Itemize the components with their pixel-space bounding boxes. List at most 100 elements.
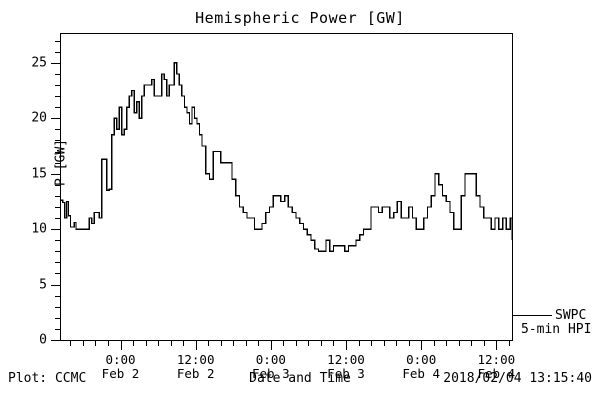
y-tick-minor [55, 240, 60, 242]
x-tick-minor [82, 341, 84, 346]
x-tick-date: Feb 4 [402, 366, 440, 381]
y-tick-label: 0 [39, 332, 47, 348]
y-tick-minor [55, 317, 60, 319]
x-tick-minor [383, 341, 385, 346]
x-tick-minor [471, 341, 473, 346]
x-tick-minor [483, 341, 485, 346]
y-tick-major [51, 340, 60, 341]
y-tick-major [51, 173, 60, 175]
series-path [61, 62, 512, 252]
x-tick-minor [107, 341, 109, 346]
y-tick-minor [55, 40, 60, 42]
y-tick-minor [55, 140, 60, 142]
axes-decorations: P [GW] 0 5 10 15 20 25 0:00 Feb 2 12:00 Feb 2 0:0… [31, 33, 515, 381]
x-tick-major [120, 341, 122, 350]
legend-label-product: 5-min HPI [521, 322, 592, 337]
x-tick-major [421, 341, 423, 350]
x-tick-minor [258, 341, 260, 346]
x-tick-major [496, 341, 498, 350]
y-tick-minor [55, 273, 60, 275]
x-tick-time: 0:00 [105, 352, 136, 367]
x-tick-time: 0:00 [255, 352, 286, 367]
x-tick-minor [358, 341, 360, 346]
x-tick-minor [233, 341, 235, 346]
y-tick-minor [55, 107, 60, 109]
y-tick-minor [55, 162, 60, 164]
data-series-swpc-5min-hpi [61, 62, 512, 252]
x-tick-label: 12:00 Feb 4 [478, 353, 516, 381]
y-tick-minor [55, 262, 60, 264]
y-tick-minor [55, 218, 60, 220]
x-tick-minor [371, 341, 373, 346]
x-tick-minor [95, 341, 97, 346]
y-tick-minor [55, 328, 60, 330]
x-tick-date: Feb 3 [252, 366, 290, 381]
y-tick-minor [55, 184, 60, 186]
y-tick-major [51, 118, 60, 120]
y-tick-minor [55, 51, 60, 53]
y-tick-minor [55, 195, 60, 197]
y-tick-major [51, 229, 60, 231]
x-tick-major [195, 341, 197, 350]
y-tick-major [51, 62, 60, 64]
x-tick-date: Feb 2 [176, 366, 215, 381]
x-tick-minor [208, 341, 210, 346]
plot-area [60, 33, 513, 341]
x-tick-minor [295, 341, 297, 346]
x-tick-minor [458, 341, 460, 346]
x-tick-minor [396, 341, 398, 346]
x-tick-time: 12:00 [176, 352, 215, 367]
y-tick-minor [55, 85, 60, 86]
x-tick-time: 12:00 [477, 352, 516, 367]
x-tick-label: 12:00 Feb 2 [177, 353, 215, 381]
x-tick-minor [283, 341, 285, 346]
y-tick-minor [55, 96, 60, 98]
y-tick-minor [55, 251, 60, 253]
y-tick-label: 20 [31, 110, 47, 126]
y-tick-label: 10 [31, 221, 47, 237]
x-tick-minor [158, 341, 160, 346]
x-tick-minor [245, 341, 247, 346]
x-tick-minor [70, 341, 72, 346]
y-tick-minor [55, 73, 60, 75]
x-tick-minor [170, 341, 172, 346]
x-tick-date: Feb 3 [327, 366, 365, 381]
x-tick-major [270, 341, 272, 350]
x-tick-label: 0:00 Feb 2 [102, 353, 140, 381]
y-tick-minor [55, 295, 60, 297]
x-tick-date: Feb 2 [101, 366, 140, 381]
y-tick-minor [55, 206, 60, 208]
y-tick-label: 15 [31, 166, 47, 182]
y-tick-minor [55, 306, 60, 308]
chart-title: Hemispheric Power [GW] [195, 9, 405, 27]
x-tick-time: 0:00 [406, 352, 437, 367]
x-tick-minor [433, 341, 435, 346]
x-tick-date: Feb 4 [477, 366, 516, 381]
x-tick-minor [333, 341, 335, 346]
timestamp: 2018/02/04 13:15:40 [443, 371, 592, 386]
y-tick-label: 5 [39, 277, 47, 293]
y-tick-major [51, 284, 60, 286]
y-tick-label: 25 [31, 55, 47, 71]
plot-credit: Plot: CCMC [8, 371, 87, 386]
x-tick-minor [508, 341, 510, 346]
x-tick-major [346, 341, 347, 350]
x-tick-time: 12:00 [327, 352, 365, 367]
x-tick-minor [220, 341, 222, 346]
x-tick-label: 0:00 Feb 3 [252, 353, 290, 381]
x-tick-minor [145, 341, 147, 346]
x-tick-minor [133, 341, 135, 346]
x-axis-label: Date and Time [249, 371, 351, 386]
x-tick-minor [320, 341, 322, 346]
x-tick-minor [408, 341, 410, 346]
legend-line-sample [513, 315, 552, 316]
legend-label-source: SWPC [555, 308, 587, 323]
y-tick-minor [55, 129, 60, 131]
x-tick-label: 12:00 Feb 3 [327, 353, 365, 381]
x-tick-minor [183, 341, 185, 346]
x-tick-minor [308, 341, 310, 346]
x-tick-minor [446, 341, 448, 346]
y-tick-minor [55, 151, 60, 153]
x-tick-label: 0:00 Feb 4 [402, 353, 440, 381]
